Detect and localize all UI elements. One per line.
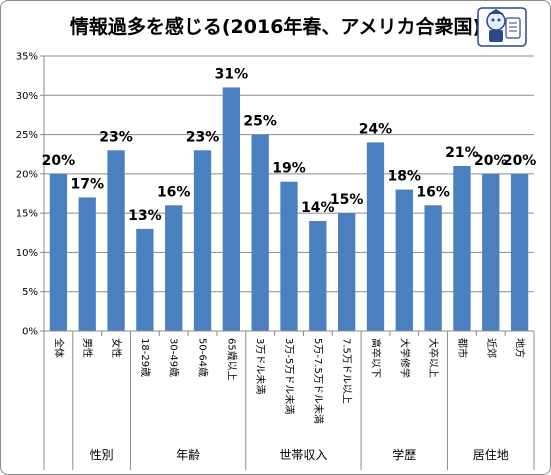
bar [107,150,125,331]
data-label: 25% [243,114,277,130]
category-label: 地方 [514,338,527,358]
category-label: 3万ドル未満 [254,338,266,394]
category-label: 30-49歳 [168,338,180,377]
category-label: 7.5万ドル以上 [341,338,353,404]
data-label: 20% [42,153,76,169]
data-label: 23% [186,129,220,145]
category-label: 65歳以上 [225,338,237,381]
bar [78,197,96,331]
data-label: 19% [272,161,306,177]
data-label: 31% [215,66,249,82]
bar [165,205,183,331]
mascot-logo-icon [477,7,527,47]
data-label: 13% [128,208,162,224]
data-label: 14% [301,200,335,216]
bar [251,134,269,331]
y-tick-label: 5% [22,287,38,298]
group-label: 世帯収入 [279,448,327,462]
bar [366,142,385,331]
data-label: 21% [445,145,479,161]
data-label: 18% [388,169,422,185]
category-label: 女性 [110,338,123,358]
group-label: 学歴 [392,447,416,462]
bar [395,189,413,331]
group-label: 年齢 [176,447,200,462]
y-tick-label: 20% [16,169,38,180]
category-label: 都市 [456,338,469,358]
y-tick-label: 30% [16,91,38,102]
bar [453,166,471,331]
bar [424,205,442,331]
data-label: 17% [70,176,104,192]
category-label: 男性 [81,338,94,358]
axes [40,55,535,470]
group-label: 居住地 [473,448,509,462]
bars [49,87,529,331]
bar [309,221,327,331]
category-label: 50-64歳 [197,338,209,377]
category-label: 大卒以上 [427,338,440,378]
bar [510,173,529,331]
bar [482,173,500,331]
bar [49,173,68,331]
bar [136,228,154,331]
category-label: 全体 [52,338,65,358]
category-label: 18-29歳 [139,338,151,377]
y-tick-label: 10% [16,248,38,259]
bar [338,213,356,331]
chart-title: 情報過多を感じる(2016年春、アメリカ合衆国) [69,16,482,38]
data-label: 23% [99,129,133,145]
chart-labels: 0% 5% 10% 15% 20% 25% 30% 35% 20% 17% 23% 13% 16% 23%… [16,52,537,463]
category-label: 高卒以下 [369,338,382,378]
data-label: 16% [157,184,191,200]
bar [280,181,298,331]
bar [222,87,240,331]
y-tick-label: 35% [16,52,38,63]
category-label: 5万-7.5万ドル未満 [312,338,324,424]
y-tick-label: 15% [16,209,38,220]
y-tick-label: 25% [16,130,38,141]
category-label: 3万-5万ドル未満 [283,338,295,414]
data-label: 15% [330,192,364,208]
data-label: 24% [359,121,393,137]
category-label: 近郊 [485,338,498,358]
y-tick-label: 0% [22,327,38,338]
data-label: 20% [503,153,537,169]
group-label: 性別 [90,448,114,462]
bar [193,150,212,331]
data-label: 16% [416,184,450,200]
category-label: 大学修学 [398,338,411,378]
data-label: 20% [474,153,508,169]
